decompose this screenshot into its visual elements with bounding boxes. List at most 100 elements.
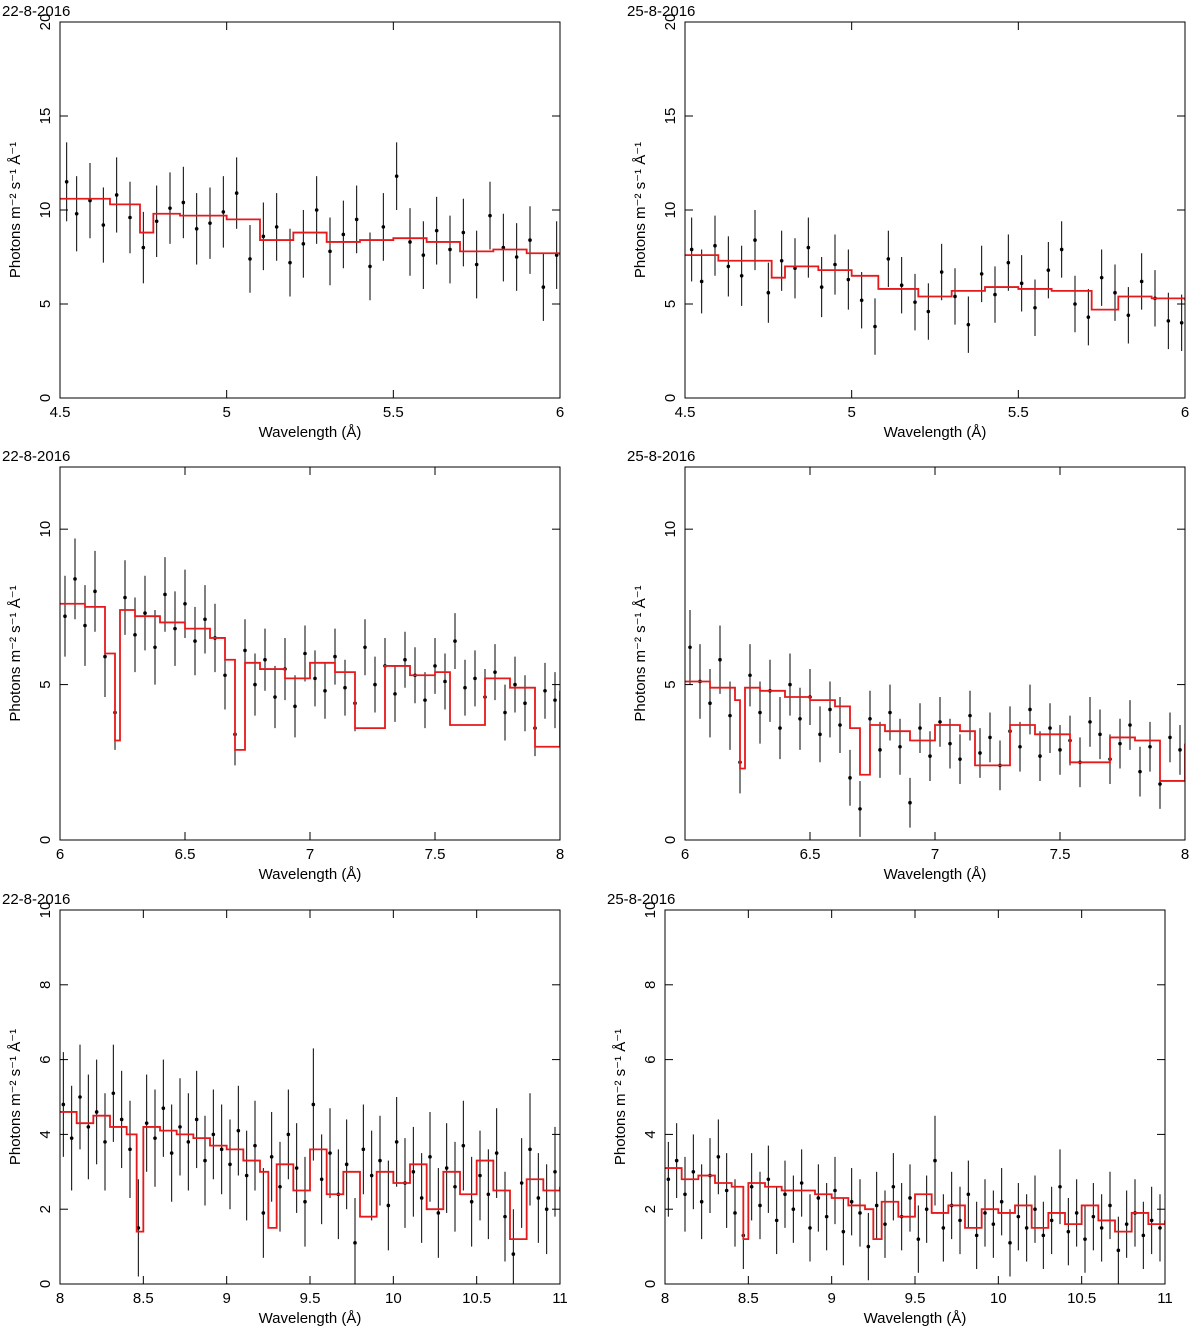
data-point bbox=[724, 1188, 729, 1193]
data-point bbox=[1074, 1211, 1079, 1215]
panel-title: 22-8-2016 bbox=[2, 3, 70, 20]
data-point bbox=[421, 253, 426, 257]
data-point bbox=[988, 735, 992, 740]
panel-title: 22-8-2016 bbox=[2, 891, 70, 908]
y-tick-label: 4 bbox=[642, 1130, 659, 1138]
data-points bbox=[666, 1115, 1162, 1284]
data-point bbox=[898, 744, 902, 749]
x-tick-label: 6 bbox=[1181, 404, 1189, 421]
data-point bbox=[1116, 1248, 1121, 1253]
data-point bbox=[353, 1241, 357, 1245]
data-point bbox=[1059, 247, 1064, 252]
y-tick-label: 5 bbox=[662, 300, 679, 308]
data-point bbox=[369, 1173, 374, 1178]
data-point bbox=[816, 1196, 821, 1200]
panel-title: 25-8-2016 bbox=[607, 891, 675, 908]
y-tick-label: 0 bbox=[37, 1280, 54, 1288]
data-point bbox=[274, 225, 279, 229]
y-axis-label: Photons m⁻² s⁻¹ Å⁻¹ bbox=[7, 1029, 24, 1165]
y-tick-label: 5 bbox=[37, 300, 54, 308]
data-point bbox=[168, 206, 172, 210]
data-point bbox=[519, 1181, 524, 1185]
data-point bbox=[208, 221, 212, 225]
data-points bbox=[64, 142, 559, 321]
data-point bbox=[261, 1211, 266, 1215]
data-points bbox=[689, 210, 1184, 355]
data-point bbox=[891, 1184, 896, 1189]
data-points bbox=[63, 538, 557, 766]
data-point bbox=[726, 264, 731, 269]
data-point bbox=[553, 698, 557, 702]
plot-frame bbox=[684, 21, 1186, 399]
data-point bbox=[83, 623, 87, 628]
y-tick-label: 0 bbox=[37, 836, 54, 844]
data-point bbox=[301, 242, 306, 246]
y-axis-label: Photons m⁻² s⁻¹ Å⁻¹ bbox=[7, 585, 24, 721]
data-point bbox=[503, 710, 507, 715]
data-point bbox=[514, 255, 519, 259]
x-tick-label: 7 bbox=[931, 846, 939, 863]
data-point bbox=[1046, 268, 1051, 272]
data-point bbox=[94, 1110, 99, 1114]
data-point bbox=[1041, 1233, 1046, 1238]
model-curve bbox=[60, 602, 560, 751]
data-point bbox=[286, 1132, 291, 1137]
panel-2: 25-8-2016 4.5 5 5.5 6 0 5 10 15 20 Wavelength (Å) P… bbox=[627, 3, 1189, 441]
data-point bbox=[544, 1207, 549, 1211]
x-tick-label: 9.5 bbox=[905, 1290, 926, 1307]
data-point bbox=[758, 1203, 762, 1208]
data-point bbox=[133, 633, 137, 637]
data-point bbox=[513, 682, 517, 687]
data-point bbox=[1099, 1226, 1104, 1230]
x-tick-label: 9.5 bbox=[300, 1290, 321, 1307]
y-tick-label: 20 bbox=[662, 14, 679, 31]
y-tick-label: 15 bbox=[37, 108, 54, 125]
data-point bbox=[966, 1192, 971, 1197]
y-tick-label: 10 bbox=[37, 202, 54, 219]
data-point bbox=[478, 1173, 482, 1178]
data-point bbox=[128, 1147, 132, 1152]
data-point bbox=[444, 1166, 449, 1170]
data-point bbox=[64, 180, 69, 184]
data-point bbox=[966, 322, 971, 327]
data-point bbox=[983, 1211, 987, 1215]
y-tick-label: 10 bbox=[662, 521, 679, 538]
y-tick-label: 6 bbox=[37, 1055, 54, 1063]
data-point bbox=[808, 1226, 812, 1230]
x-tick-label: 8.5 bbox=[133, 1290, 154, 1307]
data-point bbox=[1058, 1184, 1062, 1189]
data-point bbox=[461, 1143, 466, 1148]
data-point bbox=[758, 710, 762, 715]
data-point bbox=[288, 260, 292, 265]
data-point bbox=[1049, 1218, 1054, 1223]
data-point bbox=[873, 324, 877, 329]
data-point bbox=[968, 713, 972, 718]
data-point bbox=[511, 1252, 516, 1256]
data-point bbox=[974, 1233, 979, 1238]
data-point bbox=[169, 1151, 174, 1155]
y-tick-label: 2 bbox=[37, 1205, 54, 1213]
data-point bbox=[423, 698, 427, 702]
data-point bbox=[354, 217, 359, 222]
data-point bbox=[453, 1184, 457, 1189]
data-point bbox=[999, 1199, 1004, 1204]
data-point bbox=[993, 292, 997, 297]
data-point bbox=[938, 720, 942, 724]
data-point bbox=[303, 651, 307, 656]
y-axis-label: Photons m⁻² s⁻¹ Å⁻¹ bbox=[612, 1029, 629, 1165]
data-point bbox=[144, 1121, 149, 1125]
data-point bbox=[436, 1211, 441, 1215]
data-point bbox=[1141, 1233, 1146, 1238]
data-point bbox=[753, 238, 757, 242]
data-point bbox=[939, 270, 944, 274]
data-point bbox=[488, 213, 492, 218]
y-tick-label: 15 bbox=[662, 108, 679, 125]
x-axis-label: Wavelength (Å) bbox=[259, 424, 362, 441]
data-point bbox=[261, 234, 266, 239]
data-point bbox=[323, 689, 327, 693]
data-point bbox=[908, 800, 912, 805]
data-point bbox=[183, 601, 187, 606]
data-point bbox=[553, 1170, 557, 1174]
y-tick-label: 6 bbox=[642, 1055, 659, 1063]
panel-1: 22-8-2016 4.5 5 5.5 6 0 5 10 15 20 Wavelength (Å) P… bbox=[2, 3, 564, 441]
